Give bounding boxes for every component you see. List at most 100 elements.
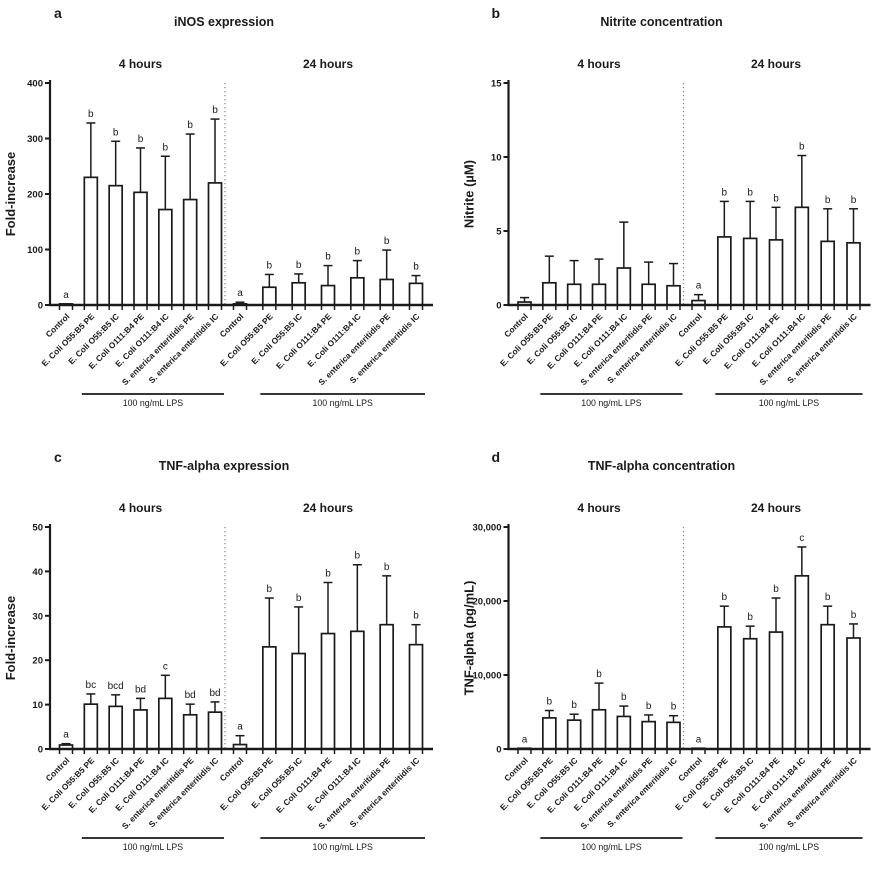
bar xyxy=(291,281,307,306)
bar xyxy=(157,697,173,750)
significance-letter: a xyxy=(696,734,702,745)
significance-letter: b xyxy=(296,593,302,604)
bar xyxy=(320,632,336,750)
chart-title: iNOS expression xyxy=(174,15,274,29)
category-label: Control xyxy=(217,755,245,783)
bar xyxy=(566,719,582,750)
y-tick-label: 0 xyxy=(38,301,43,312)
significance-letter: b xyxy=(325,569,331,580)
bar xyxy=(641,283,657,306)
bar xyxy=(616,267,632,306)
bar xyxy=(846,241,861,306)
significance-letter: b xyxy=(747,187,753,198)
significance-letter: b xyxy=(267,260,273,271)
significance-letter: b xyxy=(547,697,553,708)
significance-letter: c xyxy=(163,661,168,672)
bar xyxy=(742,637,758,750)
lps-annotation: 100 ng/mL LPS xyxy=(123,398,183,408)
lps-annotation: 100 ng/mL LPS xyxy=(581,842,641,852)
significance-letter: b xyxy=(747,612,753,623)
bar xyxy=(133,191,148,306)
bar xyxy=(716,236,732,306)
bar xyxy=(566,283,582,306)
significance-letter: b xyxy=(325,252,331,263)
bar xyxy=(541,717,557,750)
panel-a-chart: a iNOS expression 4 hours a Control b E. Coli … xyxy=(3,5,433,408)
bar xyxy=(768,239,784,306)
y-tick-label: 0 xyxy=(496,301,501,312)
panel-c-chart: c TNF-alpha expression 4 hours a Control bc E.… xyxy=(3,449,433,852)
time-group-label: 4 hours xyxy=(577,57,621,71)
panel-a: a iNOS expression 4 hours a Control b E. Coli … xyxy=(0,0,437,444)
significance-letter: b xyxy=(267,584,273,595)
y-tick-label: 40 xyxy=(32,567,43,578)
bar xyxy=(408,282,424,306)
panel-d: d TNF-alpha concentration 4 hours a Control b… xyxy=(437,444,875,889)
significance-letter: b xyxy=(825,592,831,603)
bar xyxy=(207,711,223,750)
significance-letter: b xyxy=(187,120,193,131)
y-axis-label: Fold-increase xyxy=(3,152,18,237)
bar xyxy=(349,276,365,306)
bar xyxy=(716,626,732,750)
bar xyxy=(666,284,681,306)
y-tick-label: 20 xyxy=(32,656,43,667)
significance-letter: a xyxy=(696,281,702,292)
y-tick-label: 15 xyxy=(491,79,502,90)
bar xyxy=(108,184,124,306)
significance-letter: b xyxy=(571,700,577,711)
bar xyxy=(641,720,657,750)
category-label: Control xyxy=(217,311,245,339)
panel-letter: a xyxy=(54,5,62,21)
bar xyxy=(820,240,836,306)
lps-annotation: 100 ng/mL LPS xyxy=(313,842,373,852)
significance-letter: b xyxy=(621,692,627,703)
y-tick-label: 5 xyxy=(496,227,502,238)
significance-letter: bc xyxy=(86,680,97,691)
significance-letter: bd xyxy=(209,688,220,699)
significance-letter: b xyxy=(722,187,728,198)
y-tick-label: 200 xyxy=(27,190,43,201)
bar xyxy=(349,630,365,750)
bar xyxy=(379,278,395,306)
bar xyxy=(666,721,681,750)
significance-letter: b xyxy=(773,584,779,595)
category-label: E. Coli O111:B4 IC xyxy=(305,755,363,813)
significance-letter: b xyxy=(799,142,805,153)
significance-letter: a xyxy=(63,290,69,301)
panel-c: c TNF-alpha expression 4 hours a Control bc E.… xyxy=(0,444,437,889)
significance-letter: bd xyxy=(185,690,196,701)
significance-letter: a xyxy=(63,730,69,741)
y-tick-label: 100 xyxy=(27,245,43,256)
panel-b: b Nitrite concentration 4 hours Control E. C… xyxy=(437,0,875,444)
bar xyxy=(846,637,861,750)
time-group-label: 4 hours xyxy=(119,501,163,515)
bar xyxy=(261,646,277,750)
chart-title: TNF-alpha expression xyxy=(159,459,290,473)
bar xyxy=(408,643,424,750)
y-tick-label: 30,000 xyxy=(472,523,501,534)
time-group-label: 4 hours xyxy=(577,501,621,515)
bar xyxy=(133,709,148,750)
bar xyxy=(108,705,124,750)
significance-letter: a xyxy=(522,734,528,745)
significance-letter: b xyxy=(671,702,677,713)
significance-letter: b xyxy=(212,105,218,116)
y-tick-label: 10 xyxy=(32,700,43,711)
lps-annotation: 100 ng/mL LPS xyxy=(313,398,373,408)
y-tick-label: 0 xyxy=(38,745,43,756)
significance-letter: b xyxy=(384,236,390,247)
significance-letter: bd xyxy=(135,684,146,695)
bar xyxy=(591,283,607,306)
bar xyxy=(182,198,198,306)
significance-letter: b xyxy=(413,262,419,273)
y-tick-label: 400 xyxy=(27,79,43,90)
time-group-label: 4 hours xyxy=(119,57,163,71)
significance-letter: b xyxy=(138,134,144,145)
significance-letter: b xyxy=(296,260,302,271)
significance-letter: b xyxy=(355,551,361,562)
bar xyxy=(820,623,836,750)
bar xyxy=(157,208,173,306)
